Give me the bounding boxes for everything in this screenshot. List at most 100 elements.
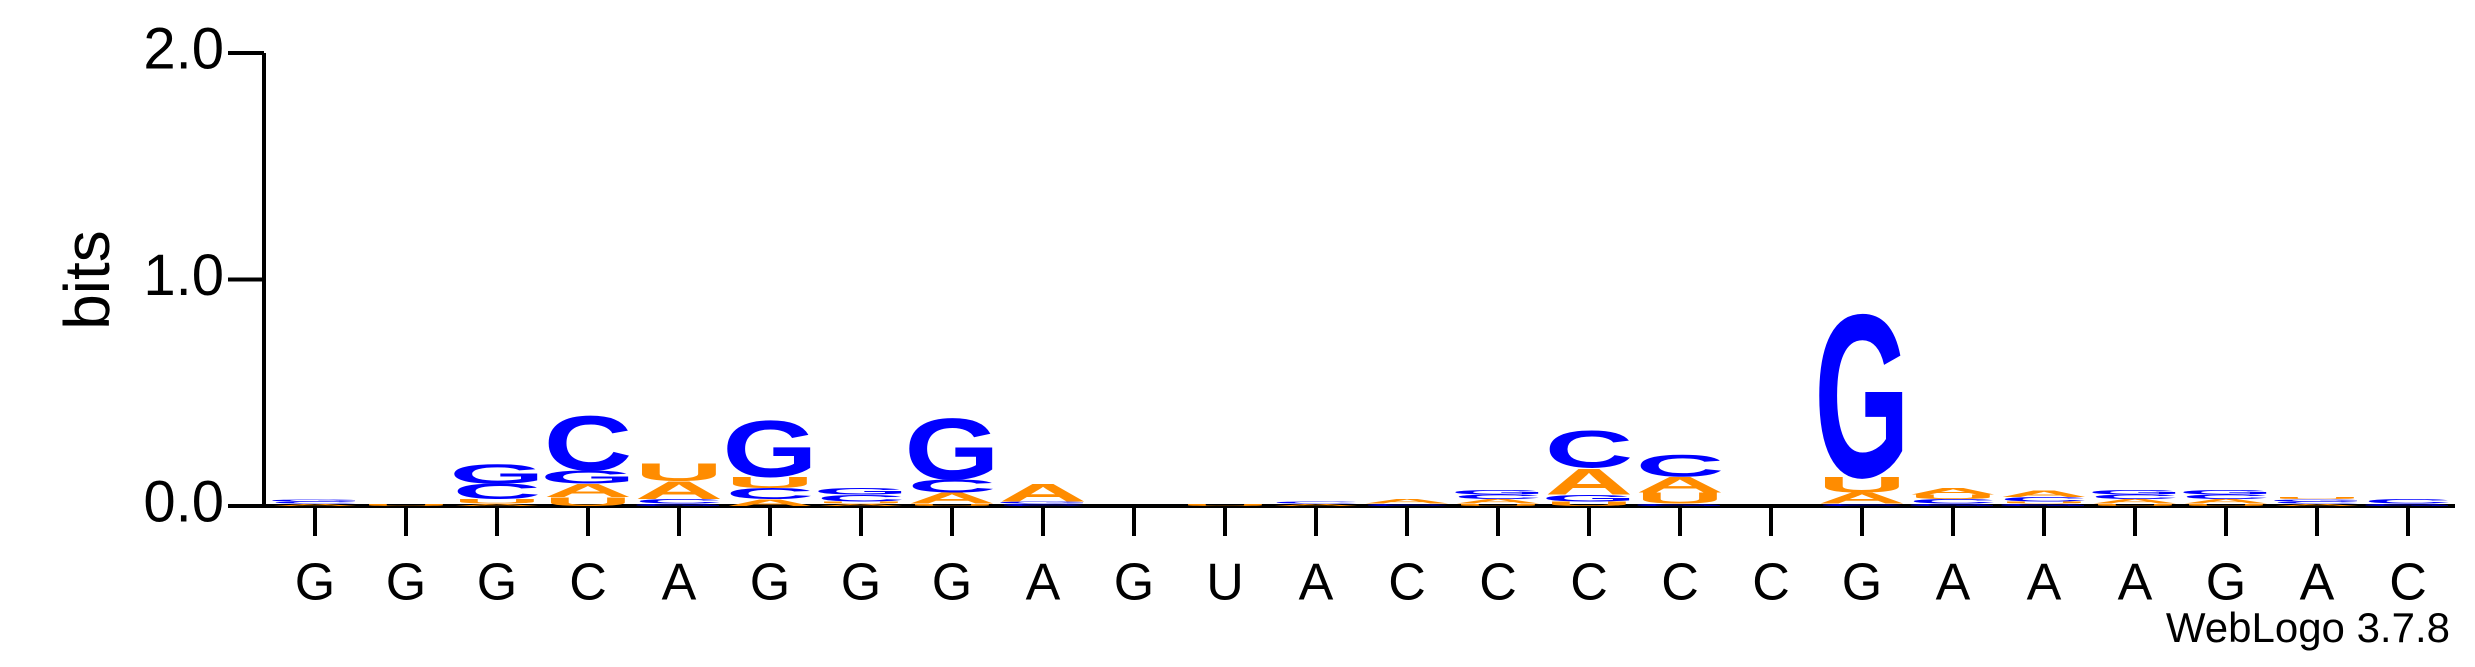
logo-letter: A	[817, 503, 906, 506]
logo-letter: U	[1818, 473, 1907, 497]
logo-letter: C	[1636, 448, 1725, 483]
logo-letter: A	[453, 503, 542, 506]
x-tick-label: A	[1936, 554, 1971, 612]
y-tick-label: 0.0	[143, 469, 224, 534]
x-tick-label: G	[1114, 554, 1154, 612]
logo-letter: A	[2182, 498, 2271, 505]
logo-letter: C	[2000, 496, 2089, 503]
footer: WebLogo 3.7.8	[2166, 604, 2450, 651]
x-tick-label: A	[1026, 554, 1061, 612]
logo-letter: A	[1909, 486, 1998, 496]
x-tick-label: A	[1299, 554, 1334, 612]
logo-letter: G	[2087, 489, 2183, 496]
x-tick-label: G	[841, 554, 881, 612]
logo-letter: C	[544, 399, 633, 486]
x-tick-label: G	[750, 554, 790, 612]
logo-letter: G	[631, 503, 727, 506]
logo-letter: A	[1545, 461, 1634, 502]
x-tick-label: C	[1570, 554, 1608, 612]
logo-letter: U	[817, 501, 906, 504]
logo-letter: G	[540, 466, 636, 487]
logo-letter: A	[1363, 498, 1452, 505]
logo-letter: G	[2178, 489, 2274, 496]
x-tick-label: G	[477, 554, 517, 612]
logo-letter: G	[2360, 503, 2456, 506]
x-tick-label: C	[2389, 554, 2427, 612]
x-tick-label: U	[1206, 554, 1244, 612]
logo-letter: U	[1454, 503, 1543, 506]
logo-letter: G	[267, 499, 363, 502]
x-tick-label: G	[386, 554, 426, 612]
x-tick-label: G	[2206, 554, 2246, 612]
logo-letter: U	[1909, 494, 1998, 501]
x-tick-label: C	[569, 554, 607, 612]
logo-letter: U	[1636, 490, 1725, 507]
logo-letter: U	[2182, 503, 2271, 506]
logo-letter: A	[1454, 498, 1543, 505]
logo-letter: G	[722, 404, 818, 494]
logo-letter: A	[635, 477, 724, 505]
logo-letter: U	[726, 474, 815, 491]
logo-letter: U	[1181, 503, 1270, 506]
x-tick-label: G	[932, 554, 972, 612]
logo-letter: C	[817, 493, 906, 503]
logo-letter: G	[1450, 489, 1546, 496]
logo-letter: C	[1545, 420, 1634, 479]
y-tick-label: 1.0	[143, 243, 224, 308]
x-tick-label: C	[1752, 554, 1790, 612]
logo-letter: U	[635, 459, 724, 487]
logo-letter: C	[1909, 498, 1998, 505]
logo-letter: U	[2273, 496, 2362, 499]
logo-letter: G	[995, 501, 1091, 504]
logo-letter: G	[1541, 493, 1637, 503]
logo-letter: G	[449, 458, 545, 489]
logo-letter: U	[2000, 501, 2089, 504]
logo-letter: G	[2269, 499, 2365, 502]
logo-letter: C	[2273, 501, 2362, 504]
logo-letter: A	[2000, 489, 2089, 499]
logo-letter: G	[1996, 503, 2092, 506]
logo-letter: U	[453, 498, 542, 505]
logo-letter: U	[544, 495, 633, 509]
y-axis-label: bits	[51, 230, 123, 330]
logo-letter: C	[2182, 494, 2271, 501]
logo-letter: U	[362, 503, 451, 506]
logo-letter: A	[908, 490, 997, 507]
logo-letter: C	[1272, 501, 1361, 504]
logo-letter: G	[904, 400, 1000, 497]
x-tick-label: A	[2027, 554, 2062, 612]
x-tick-label: G	[1842, 554, 1882, 612]
x-tick-label: A	[2300, 554, 2335, 612]
logo-letter: A	[999, 479, 1088, 507]
logo-letter: A	[1818, 490, 1907, 507]
logo-letter: A	[271, 503, 360, 506]
x-tick-label: C	[1479, 554, 1517, 612]
logo-letter: A	[544, 480, 633, 501]
logo-letter: C	[2364, 498, 2453, 505]
logo-letter: C	[1363, 503, 1452, 506]
logo-letter: A	[2091, 498, 2180, 505]
logo-letter: C	[1818, 503, 1907, 506]
logo-letter: U	[908, 503, 997, 506]
logo-letter: A	[1272, 503, 1361, 506]
logo-letter: G	[1632, 503, 1728, 506]
logo-letter: G	[813, 486, 909, 496]
logo-letter: C	[271, 501, 360, 504]
logo-letter: C	[453, 479, 542, 503]
logo-letter: C	[1454, 494, 1543, 501]
logo-letter: A	[726, 498, 815, 508]
logo-letter: G	[1814, 266, 1910, 526]
x-tick-label: C	[1388, 554, 1426, 612]
y-tick-label: 2.0	[143, 16, 224, 81]
logo-letter: C	[908, 475, 997, 496]
logo-letter: A	[2273, 503, 2362, 506]
logo-letter: C	[2091, 494, 2180, 501]
logo-letter: C	[726, 485, 815, 502]
x-tick-label: A	[2118, 554, 2153, 612]
logo-letter: G	[1905, 503, 2001, 506]
logo-letter: U	[1545, 500, 1634, 507]
logo-letter: A	[1636, 473, 1725, 497]
x-tick-label: A	[662, 554, 697, 612]
